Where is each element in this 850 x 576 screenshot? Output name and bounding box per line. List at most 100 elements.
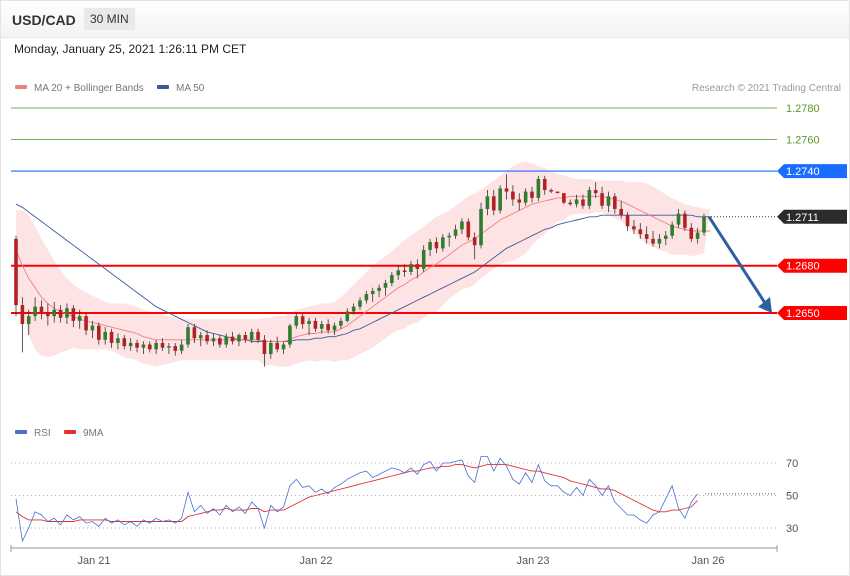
- candle-body-11: [84, 316, 88, 331]
- candle-body-27: [186, 327, 190, 345]
- candle-body-46: [307, 320, 311, 325]
- candle-body-7: [58, 309, 63, 318]
- candle-body-69: [453, 229, 458, 236]
- candle-body-28: [192, 327, 197, 339]
- candle-body-83: [542, 178, 547, 190]
- candle-body-90: [587, 190, 592, 206]
- candle-body-54: [358, 300, 362, 307]
- candle-body-43: [288, 325, 292, 345]
- candle-body-45: [300, 316, 305, 325]
- target-label-0: 1.2780: [786, 103, 820, 115]
- candle-body-91: [593, 190, 598, 194]
- pivot-tag-2: [777, 164, 847, 179]
- candle-body-34: [230, 336, 235, 342]
- candle-body-68: [447, 235, 451, 238]
- candle-body-95: [619, 208, 623, 216]
- support-tag-5: [777, 306, 847, 320]
- candle-body-21: [147, 344, 152, 350]
- candle-body-63: [415, 264, 420, 269]
- candle-body-101: [657, 238, 662, 244]
- candle-body-88: [574, 199, 579, 205]
- candle-body-39: [262, 339, 267, 354]
- price-plot: 1.2780 1.2760 1.2740 1.2711 1.2680 1.2650: [11, 103, 847, 367]
- candle-body-97: [632, 226, 636, 230]
- candle-body-65: [428, 242, 432, 250]
- candle-body-2: [26, 316, 31, 325]
- candle-body-52: [345, 311, 350, 321]
- candle-body-17: [122, 338, 127, 347]
- candle-body-15: [109, 331, 114, 343]
- candle-body-33: [224, 336, 229, 345]
- rsi-ma-legend-swatch: [64, 430, 76, 434]
- candle-body-87: [568, 202, 573, 205]
- candle-body-81: [530, 191, 534, 198]
- target-label-1: 1.2760: [786, 135, 820, 147]
- x-tick-label-2: Jan 23: [516, 555, 549, 567]
- candle-body-6: [52, 309, 57, 317]
- candle-body-22: [154, 342, 158, 350]
- candle-body-84: [549, 190, 553, 192]
- forecast-arrow-head: [758, 297, 772, 313]
- candle-body-93: [606, 196, 611, 206]
- candle-body-50: [332, 325, 337, 331]
- candle-body-103: [670, 224, 674, 236]
- candle-body-41: [275, 342, 279, 350]
- credit-text: Research © 2021 Trading Central: [692, 83, 841, 94]
- candle-body-26: [179, 344, 184, 351]
- candle-body-18: [128, 342, 133, 347]
- candle-body-102: [663, 235, 668, 239]
- candle-body-42: [281, 344, 286, 350]
- candle-body-51: [339, 320, 343, 326]
- candle-body-106: [689, 227, 694, 239]
- candle-body-14: [103, 331, 107, 340]
- candle-body-75: [491, 196, 496, 211]
- candle-body-0: [14, 238, 18, 306]
- support-label-5: 1.2650: [786, 308, 820, 320]
- x-tick-label-3: Jan 26: [691, 555, 724, 567]
- candle-body-35: [237, 335, 241, 342]
- candle-body-85: [555, 191, 560, 194]
- candle-body-13: [97, 325, 101, 340]
- candle-body-70: [460, 221, 464, 230]
- candle-body-16: [116, 338, 120, 343]
- candle-body-73: [479, 208, 483, 246]
- symbol-title: USD/CAD: [12, 12, 76, 28]
- ma20-line: [15, 195, 711, 342]
- candle-body-96: [625, 215, 630, 227]
- ma20-legend-label: MA 20 + Bollinger Bands: [34, 83, 144, 94]
- candle-body-3: [33, 306, 37, 317]
- candle-body-86: [562, 193, 566, 203]
- rsi-level-label-30: 30: [786, 523, 798, 535]
- candle-body-36: [243, 335, 248, 340]
- candle-body-29: [198, 335, 203, 339]
- candle-body-108: [702, 216, 706, 233]
- candle-body-61: [402, 270, 407, 272]
- rsi-ma-line: [15, 464, 698, 522]
- time-axis: Jan 21 Jan 22 Jan 23 Jan 26: [10, 545, 778, 567]
- candle-body-53: [351, 306, 356, 312]
- candle-body-31: [211, 338, 216, 342]
- bollinger-band: [16, 161, 711, 367]
- rsi-line: [15, 456, 698, 543]
- candle-body-38: [256, 331, 260, 340]
- candle-body-64: [421, 249, 426, 269]
- candle-body-60: [396, 270, 401, 276]
- candle-body-78: [511, 191, 515, 200]
- candle-body-92: [600, 193, 604, 206]
- rsi-ma-legend-label: 9MA: [83, 428, 104, 439]
- candle-body-58: [383, 283, 388, 288]
- candle-body-55: [364, 294, 369, 301]
- timeframe-badge[interactable]: 30 MIN: [84, 8, 135, 30]
- timestamp: Monday, January 25, 2021 1:26:11 PM CET: [14, 42, 247, 56]
- candle-body-98: [638, 229, 643, 235]
- rsi-legend-label: RSI: [34, 428, 51, 439]
- candle-body-66: [434, 242, 439, 249]
- candle-body-49: [326, 324, 330, 331]
- candle-body-99: [644, 234, 649, 239]
- candle-body-1: [20, 305, 25, 325]
- candle-body-10: [77, 316, 82, 321]
- pivot-label-2: 1.2740: [786, 166, 820, 178]
- candle-body-32: [218, 338, 222, 345]
